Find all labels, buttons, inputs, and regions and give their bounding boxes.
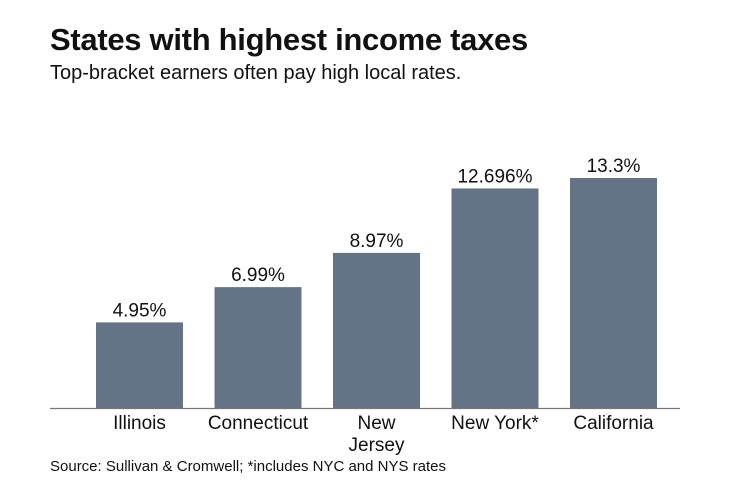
data-label: 13.3%	[587, 156, 641, 177]
data-label: 6.99%	[231, 265, 285, 286]
data-label: 12.696%	[457, 166, 532, 187]
bar	[333, 252, 420, 408]
x-tick-label: California	[573, 413, 654, 434]
x-tick-label: Illinois	[113, 413, 166, 434]
chart-title: States with highest income taxes	[50, 22, 528, 57]
x-tick-label: New York*	[451, 413, 539, 434]
bar	[214, 287, 302, 408]
x-tick-label: Jersey	[349, 435, 405, 456]
x-tick-label: New	[357, 413, 395, 434]
source-note: Source: Sullivan & Cromwell; *includes N…	[50, 458, 446, 475]
chart-subtitle: Top-bracket earners often pay high local…	[50, 62, 462, 84]
data-label: 4.95%	[113, 300, 167, 321]
bar	[570, 178, 657, 408]
data-label: 8.97%	[350, 231, 404, 252]
bar	[451, 188, 539, 408]
bar	[96, 322, 183, 408]
x-tick-label: Connecticut	[208, 413, 309, 434]
